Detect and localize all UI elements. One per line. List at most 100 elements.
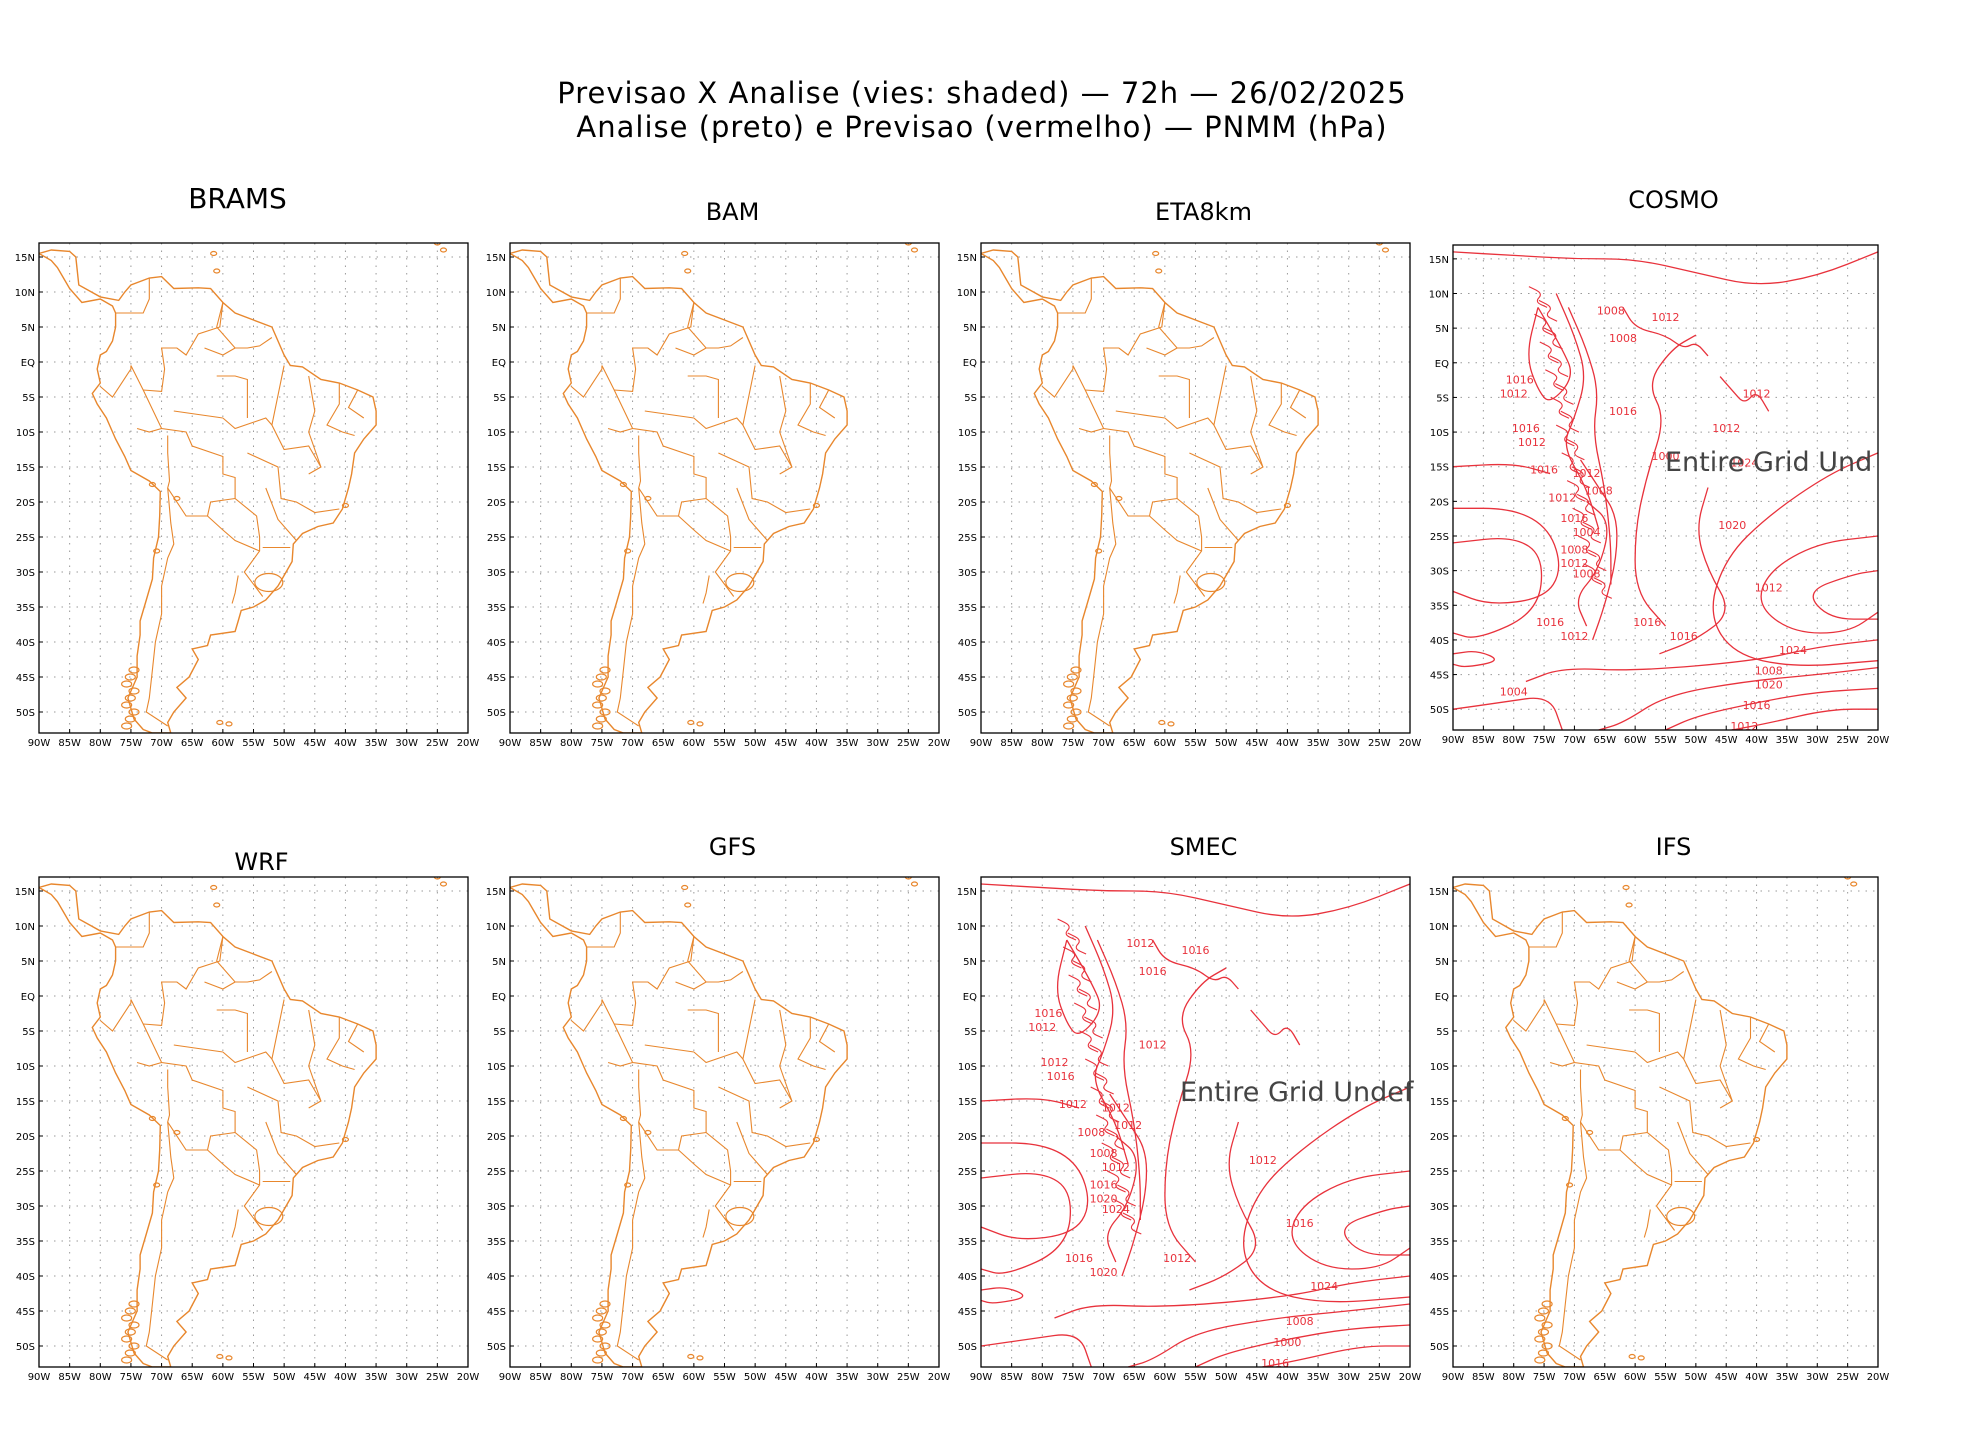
contour-label: 1008: [1090, 1147, 1118, 1160]
y-tick-label: 5S: [1436, 1027, 1449, 1038]
contour-label: 1000: [1273, 1336, 1301, 1349]
border-line: [644, 1044, 694, 1053]
border-line: [1543, 999, 1676, 1231]
y-tick-label: 35S: [16, 603, 35, 614]
contour-line: [1598, 666, 1878, 730]
island: [341, 502, 350, 509]
contour-label: 1016: [1609, 405, 1637, 418]
border-line: [222, 1051, 273, 1064]
y-tick-label: EQ: [963, 358, 977, 369]
island: [216, 1353, 224, 1360]
contour-line: [981, 1334, 1092, 1367]
island: [1537, 1307, 1550, 1315]
border-line: [1158, 302, 1215, 349]
border-line: [216, 302, 273, 349]
island: [681, 884, 689, 891]
border-line: [347, 389, 365, 419]
y-tick-label: 35S: [487, 603, 506, 614]
contour-label: 1024: [1730, 457, 1758, 470]
border-line: [326, 383, 355, 437]
island: [1115, 495, 1123, 502]
island: [225, 721, 233, 727]
island: [121, 1356, 133, 1364]
x-tick-label: 90W: [28, 1372, 51, 1383]
island: [599, 708, 611, 716]
x-tick-label: 30W: [1806, 735, 1829, 746]
y-tick-label: 5N: [492, 957, 506, 968]
panel-frame: [509, 876, 940, 1368]
contour-line: [1112, 1198, 1132, 1221]
y-tick-label: 20S: [1430, 1132, 1449, 1143]
border-line: [271, 365, 322, 475]
border-line: [99, 999, 132, 1032]
island: [341, 1136, 350, 1143]
lake-patos: [1666, 1206, 1696, 1227]
y-tick-label: 5N: [1435, 957, 1449, 968]
x-tick-label: 25W: [1368, 738, 1391, 749]
x-tick-label: 20W: [1867, 735, 1890, 746]
x-tick-label: 25W: [897, 1372, 920, 1383]
x-tick-label: 55W: [1184, 1372, 1207, 1383]
island: [128, 666, 140, 674]
contour-line: [1453, 537, 1543, 638]
y-tick-label: 10S: [16, 1062, 35, 1073]
island: [595, 1328, 607, 1336]
contour-label: 1012: [1518, 436, 1546, 449]
contour-line: [1054, 1275, 1410, 1319]
y-tick-label: 5S: [964, 1027, 977, 1038]
contour-line: [1262, 1345, 1410, 1367]
border-line: [1207, 487, 1239, 541]
y-tick-label: 5S: [493, 1027, 506, 1038]
y-tick-label: 10N: [957, 288, 977, 299]
y-tick-label: 15S: [487, 1097, 506, 1108]
border-line: [204, 347, 236, 356]
y-tick-label: 50S: [16, 708, 35, 719]
border-line: [173, 1044, 223, 1053]
x-tick-label: 75W: [591, 738, 614, 749]
contour-label: 1008: [1585, 484, 1613, 497]
y-tick-label: 45S: [958, 1307, 977, 1318]
border-line: [1719, 1009, 1733, 1102]
border-line: [1115, 410, 1165, 419]
border-line: [601, 365, 735, 597]
contour-line: [1111, 1156, 1131, 1179]
panel-frame: [980, 876, 1411, 1368]
island: [124, 694, 136, 702]
island: [148, 481, 156, 488]
contour-line: [1344, 1205, 1410, 1256]
undef-message: Entire Grid Undef: [1180, 1077, 1415, 1108]
contour-line: [1555, 383, 1574, 405]
contour-line: [1555, 424, 1575, 447]
contour-label: 1016: [1286, 1217, 1314, 1230]
island: [1063, 722, 1075, 730]
y-tick-label: 20S: [487, 498, 506, 509]
island: [121, 680, 133, 688]
contour-line: [1549, 355, 1569, 378]
island: [599, 666, 611, 674]
x-tick-label: 70W: [1563, 735, 1586, 746]
x-tick-label: 45W: [1245, 738, 1268, 749]
contour-line: [1577, 500, 1608, 627]
x-tick-label: 50W: [273, 738, 296, 749]
panel-title: WRF: [234, 848, 288, 876]
x-tick-label: 35W: [1776, 1372, 1799, 1383]
border-line: [308, 1009, 322, 1102]
island: [121, 701, 133, 709]
x-tick-label: 60W: [683, 738, 706, 749]
border-line: [702, 1209, 710, 1238]
contour-label: 1008: [1597, 304, 1625, 317]
island: [619, 481, 627, 488]
contour-line: [1243, 1086, 1410, 1303]
panel-frame: [509, 242, 940, 734]
panel-title: ETA8km: [1155, 198, 1252, 226]
contour-label: 1016: [1090, 1179, 1118, 1192]
x-tick-label: 40W: [1276, 738, 1299, 749]
island: [1537, 1328, 1550, 1336]
border-line: [99, 365, 132, 398]
y-tick-label: 40S: [16, 1272, 35, 1283]
coastline: [510, 249, 848, 733]
contour-line: [1453, 507, 1560, 604]
y-tick-label: 40S: [958, 638, 977, 649]
border-line: [675, 347, 707, 356]
island: [592, 722, 604, 730]
